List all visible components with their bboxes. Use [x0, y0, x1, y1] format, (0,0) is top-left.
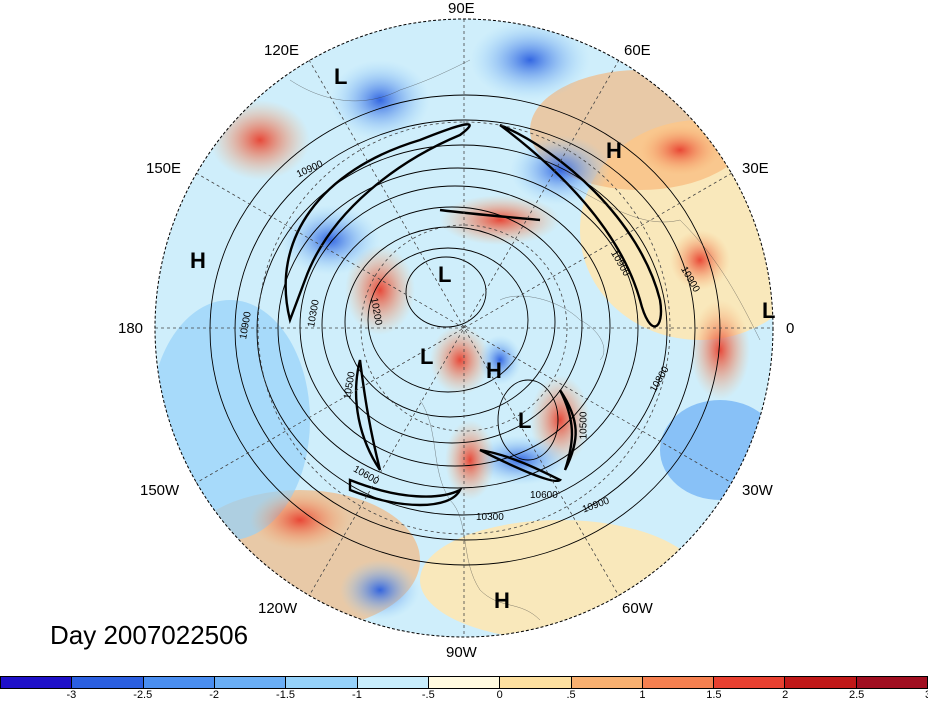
pressure-center-marker: H [494, 588, 510, 613]
colorbar-tick-label: 1 [639, 689, 646, 701]
colorbar-swatch [214, 677, 287, 688]
colorbar-tick-label: -1.5 [276, 689, 296, 701]
jet-contours [284, 123, 663, 507]
lon-label-180: 180 [118, 320, 144, 337]
colorbar-swatch [500, 677, 572, 688]
colorbar-tick-label: 1.5 [706, 689, 722, 701]
lon-label-90e: 90E [448, 0, 475, 17]
colorbar-tick-label: -1 [352, 689, 362, 701]
colorbar-swatch [72, 677, 144, 688]
pressure-center-marker: H [606, 138, 622, 163]
map-boundary [154, 18, 774, 638]
colorbar-swatch [143, 677, 215, 688]
colorbar-tick-label: 0 [496, 689, 503, 701]
colorbar-tick-label: -2.5 [133, 689, 153, 701]
pressure-center-marker: L [762, 298, 776, 323]
lon-label-30e: 30E [742, 160, 769, 177]
colorbar-tick-label: 3 [925, 689, 928, 701]
lon-label-150w: 150W [140, 482, 180, 499]
colorbar-swatch [286, 677, 358, 688]
contour-label: 10300 [476, 512, 504, 523]
lon-label-150e: 150E [146, 160, 182, 177]
lon-label-90w: 90W [446, 644, 477, 661]
colorbar-swatch [785, 677, 857, 688]
lon-label-60e: 60E [624, 42, 651, 59]
pressure-center-marker: L [420, 344, 434, 369]
pressure-center-marker: L [334, 64, 348, 89]
colorbar-tick-label: -2 [209, 689, 220, 701]
colorbar-swatch [714, 677, 786, 688]
contour-label: 10600 [530, 490, 558, 501]
colorbar-swatch [428, 677, 501, 688]
colorbar-tick-label: 2.5 [848, 689, 865, 701]
day-title: Day 2007022506 [50, 620, 249, 650]
colorbar-swatch [856, 677, 928, 688]
lon-label-60w: 60W [622, 600, 653, 617]
pressure-center-marker: L [518, 408, 532, 433]
lon-label-30w: 30W [742, 482, 773, 499]
graticule [155, 19, 773, 637]
colorbar-swatch [642, 677, 715, 688]
pressure-center-marker: L [438, 262, 452, 287]
contour-label: 10500 [578, 411, 590, 440]
lon-label-0: 0 [786, 320, 795, 337]
pressure-center-marker: H [486, 358, 502, 383]
polar-stereographic-map [154, 18, 774, 638]
colorbar-tick-label: 2 [782, 689, 789, 701]
colorbar-swatch [571, 677, 643, 688]
lon-label-120w: 120W [258, 600, 298, 617]
pressure-center-marker: H [190, 248, 206, 273]
colorbar-swatch [1, 677, 73, 688]
lon-label-120e: 120E [264, 42, 300, 59]
colorbar-tick-label: .5 [566, 689, 576, 701]
colorbar-tick-label: -.5 [421, 689, 435, 701]
colorbar [0, 676, 928, 689]
colorbar-swatch [357, 677, 429, 688]
colorbar-tick-label: -3 [66, 689, 77, 701]
